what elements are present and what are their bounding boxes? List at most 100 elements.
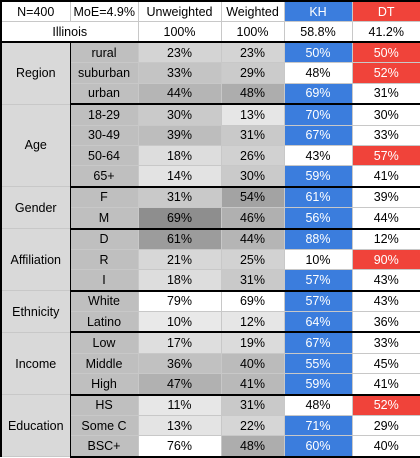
state-total-row: Illinois 100% 100% 58.8% 41.2%	[0, 21, 420, 43]
category-label: Latino	[69, 311, 139, 334]
kh-cell: 57%	[283, 290, 353, 313]
margin-of-error: MoE=4.9%	[69, 0, 139, 22]
weighted-cell: 31%	[220, 269, 285, 292]
category-label: rural	[69, 41, 139, 64]
dt-cell: 43%	[351, 290, 420, 313]
group-label: Education	[0, 394, 71, 458]
weighted-cell: 31%	[220, 124, 285, 146]
dt-cell: 31%	[351, 82, 420, 106]
kh-cell: 69%	[283, 82, 353, 106]
group-label: Income	[0, 331, 71, 396]
weighted-cell: 54%	[220, 186, 285, 209]
kh-cell: 50%	[283, 41, 353, 64]
dt-cell: 40%	[351, 435, 420, 458]
category-label: M	[69, 207, 139, 230]
kh-cell: 57%	[283, 269, 353, 292]
sample-size: N=400	[0, 0, 71, 22]
table-row: 50-64 18% 26% 43% 57%	[1, 144, 420, 167]
unweighted-cell: 76%	[137, 435, 222, 458]
category-label: Low	[69, 331, 139, 354]
unweighted-cell: 23%	[137, 41, 222, 64]
kh-cell: 88%	[283, 228, 353, 250]
kh-cell: 67%	[283, 124, 353, 146]
category-label: I	[69, 269, 139, 292]
dt-cell: 39%	[351, 186, 420, 209]
table-row: Some C 13% 22% 71% 29%	[1, 415, 420, 437]
weighted-cell: 69%	[220, 290, 285, 313]
unweighted-cell: 44%	[137, 82, 222, 106]
state-dt: 41.2%	[351, 21, 420, 43]
category-label: HS	[69, 394, 139, 417]
dt-cell: 45%	[351, 352, 420, 375]
category-label: 30-49	[69, 124, 139, 146]
table-row: I 18% 31% 57% 43%	[1, 269, 420, 292]
table-row: High 47% 41% 59% 41%	[1, 373, 420, 396]
weighted-cell: 40%	[220, 352, 285, 375]
table-row: Region rural 23% 23% 50% 50%	[0, 41, 420, 105]
kh-cell: 48%	[283, 394, 353, 417]
kh-cell: 48%	[283, 62, 353, 84]
unweighted-cell: 33%	[137, 62, 222, 84]
unweighted-header: Unweighted	[137, 0, 222, 22]
weighted-cell: 23%	[220, 41, 285, 64]
unweighted-cell: 39%	[137, 124, 222, 146]
unweighted-cell: 47%	[137, 373, 222, 396]
dt-cell: 36%	[351, 311, 420, 334]
unweighted-cell: 13%	[137, 415, 222, 437]
weighted-cell: 41%	[220, 373, 285, 396]
unweighted-cell: 18%	[137, 144, 222, 167]
kh-header: KH	[283, 0, 353, 22]
group-label: Affiliation	[0, 228, 71, 292]
table-row: 65+ 14% 30% 59% 41%	[1, 165, 420, 188]
unweighted-cell: 17%	[137, 331, 222, 354]
kh-cell: 59%	[283, 373, 353, 396]
table-row: Latino 10% 12% 64% 36%	[1, 311, 420, 334]
dt-cell: 44%	[351, 207, 420, 230]
table-row: Affiliation D 61% 44% 88% 12%	[0, 228, 420, 292]
dt-cell: 33%	[351, 331, 420, 354]
weighted-cell: 30%	[220, 165, 285, 188]
unweighted-cell: 36%	[137, 352, 222, 375]
dt-cell: 33%	[351, 124, 420, 146]
category-label: High	[69, 373, 139, 396]
kh-cell: 67%	[283, 331, 353, 354]
kh-cell: 70%	[283, 103, 353, 126]
header-row: N=400 MoE=4.9% Unweighted Weighted KH DT	[0, 0, 420, 22]
kh-cell: 43%	[283, 144, 353, 167]
category-label: urban	[69, 82, 139, 106]
unweighted-cell: 79%	[137, 290, 222, 313]
table-row: 30-49 39% 31% 67% 33%	[1, 124, 420, 146]
kh-cell: 59%	[283, 165, 353, 188]
dt-cell: 41%	[351, 373, 420, 396]
kh-cell: 56%	[283, 207, 353, 230]
unweighted-cell: 11%	[137, 394, 222, 417]
table-row: R 21% 25% 10% 90%	[1, 248, 420, 271]
weighted-cell: 29%	[220, 62, 285, 84]
group-label: Ethnicity	[0, 290, 71, 333]
dt-cell: 52%	[351, 394, 420, 417]
state-label: Illinois	[0, 21, 139, 43]
table-row: urban 44% 48% 69% 31%	[1, 82, 420, 106]
kh-cell: 64%	[283, 311, 353, 334]
dt-cell: 30%	[351, 103, 420, 126]
unweighted-cell: 61%	[137, 228, 222, 250]
category-label: suburban	[69, 62, 139, 84]
kh-cell: 71%	[283, 415, 353, 437]
table-row: Middle 36% 40% 55% 45%	[1, 352, 420, 375]
group-label: Region	[0, 41, 71, 105]
table-row: suburban 33% 29% 48% 52%	[1, 62, 420, 84]
weighted-cell: 12%	[220, 311, 285, 334]
unweighted-cell: 30%	[137, 103, 222, 126]
weighted-header: Weighted	[220, 0, 285, 22]
weighted-cell: 13%	[220, 103, 285, 126]
unweighted-cell: 21%	[137, 248, 222, 271]
weighted-cell: 48%	[220, 435, 285, 458]
category-label: Some C	[69, 415, 139, 437]
kh-cell: 55%	[283, 352, 353, 375]
category-label: BSC+	[69, 435, 139, 458]
unweighted-cell: 14%	[137, 165, 222, 188]
group-label: Gender	[0, 186, 71, 230]
unweighted-cell: 10%	[137, 311, 222, 334]
state-unweighted: 100%	[137, 21, 222, 43]
